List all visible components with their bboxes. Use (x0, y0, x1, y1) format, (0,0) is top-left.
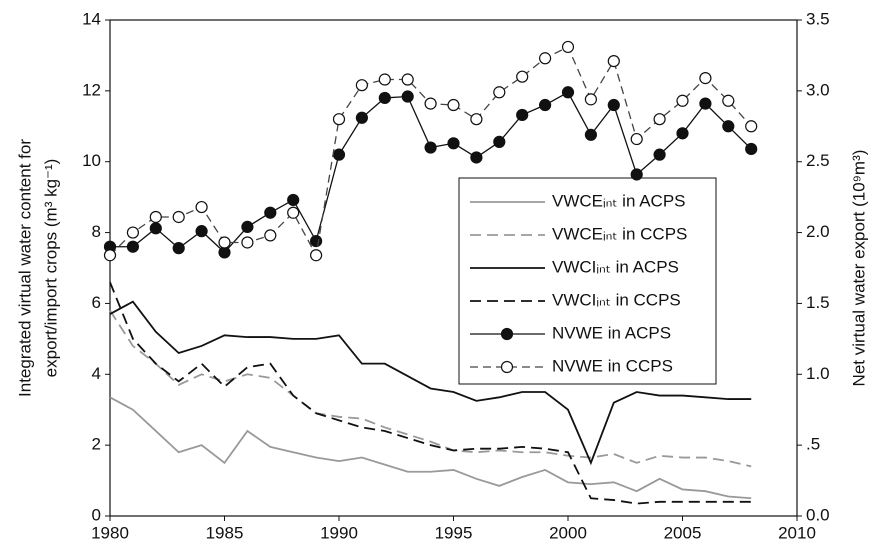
x-tick-label: 1990 (320, 523, 358, 542)
marker (310, 249, 323, 262)
marker (287, 206, 300, 219)
marker (332, 113, 346, 126)
marker (241, 220, 254, 234)
y2-tick-label: 0.0 (806, 505, 830, 524)
marker (172, 210, 185, 224)
marker (561, 40, 575, 54)
marker (378, 73, 391, 86)
y-tick-label: 14 (82, 9, 101, 28)
legend-label: VWCEᵢₙₜ in ACPS (552, 191, 686, 210)
marker (676, 127, 689, 140)
y-tick-label: 0 (92, 505, 101, 524)
series-line (109, 396, 752, 500)
x-tick-label: 2010 (778, 523, 816, 542)
marker (401, 90, 414, 103)
marker (424, 141, 437, 154)
marker (630, 132, 643, 146)
marker (561, 86, 575, 99)
marker (447, 137, 460, 150)
legend-label: VWCIᵢₙₜ in ACPS (552, 257, 679, 276)
y2-tick-label: 1.5 (806, 293, 830, 312)
marker (722, 94, 735, 107)
marker (653, 113, 666, 126)
marker (470, 151, 483, 164)
marker (401, 73, 414, 86)
marker (653, 148, 666, 161)
y-tick-label: 6 (92, 293, 101, 312)
marker (447, 98, 460, 112)
marker (722, 120, 735, 133)
marker (103, 249, 117, 262)
y2-tick-label: 3.0 (806, 80, 830, 99)
marker (241, 236, 254, 249)
y-tick-label: 10 (82, 151, 101, 170)
y2-tick-label: 1.0 (806, 364, 830, 383)
marker (355, 111, 368, 124)
y2-tick-label: .5 (806, 435, 820, 454)
marker (745, 120, 758, 133)
x-tick-label: 2000 (549, 523, 587, 542)
marker (264, 229, 277, 242)
marker (699, 97, 712, 110)
marker (538, 98, 552, 112)
y2-tick-label: 3.5 (806, 9, 830, 28)
marker (493, 86, 506, 99)
legend-label: VWCIᵢₙₜ in CCPS (552, 290, 681, 309)
legend-box (458, 177, 717, 385)
marker (195, 225, 208, 238)
marker (195, 200, 208, 214)
marker (332, 148, 346, 161)
marker (699, 72, 712, 85)
legend-marker (500, 360, 514, 374)
marker (218, 236, 231, 249)
y-tick-label: 4 (92, 364, 101, 383)
x-tick-label: 2005 (664, 523, 702, 542)
marker (355, 79, 368, 92)
marker (584, 93, 598, 106)
y-axis-label: Integrated virtual water content for (15, 139, 34, 397)
marker (378, 91, 391, 105)
legend-label: VWCEᵢₙₜ in CCPS (552, 224, 687, 243)
marker (126, 240, 139, 253)
marker (493, 135, 506, 148)
legend-label: NVWE in CCPS (552, 356, 673, 375)
y-tick-label: 8 (92, 222, 101, 241)
x-tick-label: 1980 (91, 523, 129, 542)
marker (630, 168, 643, 181)
marker (584, 128, 598, 141)
marker (287, 193, 300, 207)
marker (676, 94, 689, 107)
marker (607, 98, 620, 112)
x-tick-label: 1995 (435, 523, 473, 542)
marker (424, 97, 437, 110)
y-tick-label: 12 (82, 80, 101, 99)
marker (607, 54, 620, 68)
marker (264, 206, 277, 219)
marker (126, 226, 139, 239)
marker (149, 210, 162, 224)
marker (516, 108, 529, 122)
marker (149, 222, 162, 235)
marker (538, 52, 552, 65)
marker (172, 242, 185, 255)
series-line (109, 300, 752, 466)
marker (745, 142, 758, 156)
marker (310, 234, 323, 248)
marker (470, 113, 483, 126)
series-line (109, 281, 752, 505)
marker (516, 70, 529, 83)
y2-tick-label: 2.5 (806, 151, 830, 170)
y-tick-label: 2 (92, 435, 101, 454)
x-tick-label: 1985 (206, 523, 244, 542)
y2-axis-label: Net virtual water export (10⁹m³) (849, 150, 868, 387)
legend-label: NVWE in ACPS (552, 323, 671, 342)
y-axis-label: export/import crops (m³ kg⁻¹) (41, 159, 60, 378)
legend-marker (500, 327, 514, 341)
y2-tick-label: 2.0 (806, 222, 830, 241)
